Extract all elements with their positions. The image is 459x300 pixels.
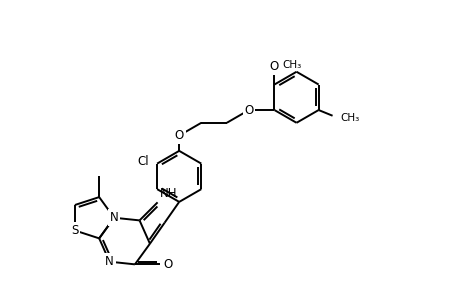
Text: CH₃: CH₃	[340, 113, 359, 123]
Text: O: O	[269, 60, 279, 73]
Text: N: N	[105, 255, 114, 268]
Text: N: N	[110, 211, 118, 224]
Text: CH₃: CH₃	[282, 60, 301, 70]
Text: O: O	[174, 129, 184, 142]
Text: S: S	[71, 224, 78, 237]
Text: O: O	[163, 258, 172, 271]
Text: Cl: Cl	[137, 155, 149, 168]
Text: NH: NH	[159, 188, 177, 200]
Text: O: O	[244, 103, 253, 116]
